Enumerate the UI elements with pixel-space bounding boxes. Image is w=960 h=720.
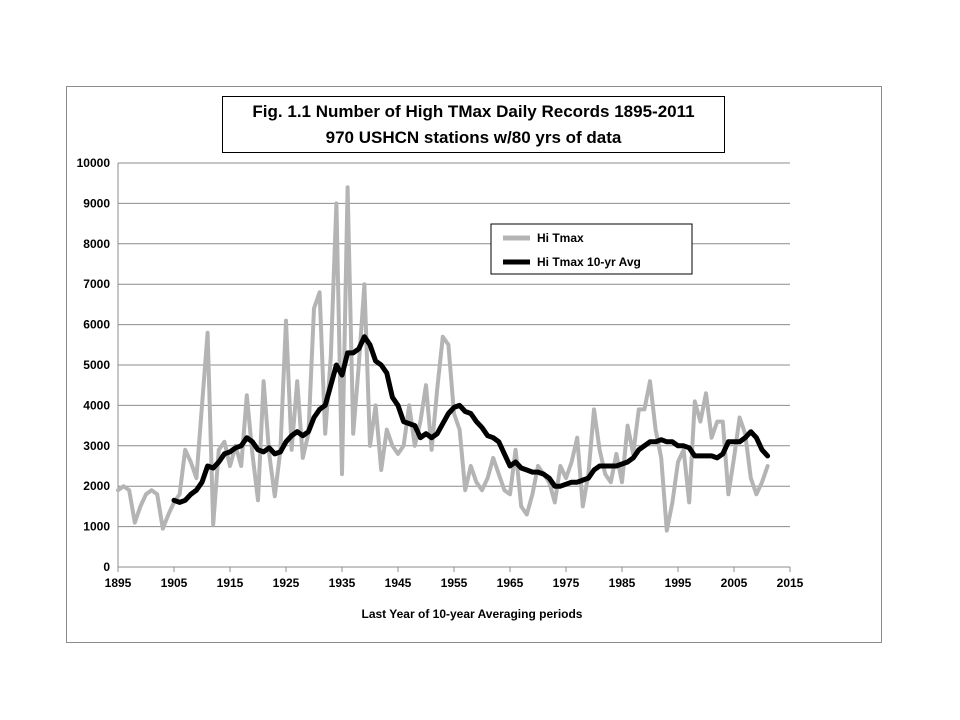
- series-line-hi-tmax: [116, 185, 770, 533]
- legend-label-hi-tmax-10-yr-avg: Hi Tmax 10-yr Avg: [537, 255, 641, 269]
- chart-title-box: Fig. 1.1 Number of High TMax Daily Recor…: [222, 96, 725, 153]
- x-tick-label-1925: 1925: [273, 576, 300, 590]
- x-tick-label-1985: 1985: [609, 576, 636, 590]
- legend-label-hi-tmax: Hi Tmax: [537, 231, 584, 245]
- legend: Hi Tmax Hi Tmax 10-yr Avg: [490, 223, 693, 275]
- chart-subtitle: 970 USHCN stations w/80 yrs of data: [325, 128, 622, 147]
- y-tick-label-8000: 8000: [83, 237, 110, 251]
- y-tick-label-4000: 4000: [83, 398, 110, 412]
- x-tick-label-1895: 1895: [105, 576, 132, 590]
- x-tick-label-2015: 2015: [777, 576, 804, 590]
- x-tick-label-1905: 1905: [161, 576, 188, 590]
- x-tick-label-1995: 1995: [665, 576, 692, 590]
- chart-title: Fig. 1.1 Number of High TMax Daily Recor…: [252, 102, 695, 121]
- y-tick-label-10000: 10000: [77, 156, 111, 170]
- y-tick-label-7000: 7000: [83, 277, 110, 291]
- x-tick-label-1975: 1975: [553, 576, 580, 590]
- x-tick-label-1945: 1945: [385, 576, 412, 590]
- x-tick-label-1955: 1955: [441, 576, 468, 590]
- y-tick-label-5000: 5000: [83, 358, 110, 372]
- x-axis-title: Last Year of 10-year Averaging periods: [362, 607, 583, 621]
- y-tick-label-0: 0: [103, 560, 110, 574]
- y-tick-label-6000: 6000: [83, 318, 110, 332]
- x-tick-label-1965: 1965: [497, 576, 524, 590]
- y-tick-label-9000: 9000: [83, 196, 110, 210]
- x-tick-label-1935: 1935: [329, 576, 356, 590]
- y-tick-label-2000: 2000: [83, 479, 110, 493]
- gridlines: [118, 162, 790, 528]
- y-tick-label-3000: 3000: [83, 439, 110, 453]
- y-tick-label-1000: 1000: [83, 520, 110, 534]
- series-line-hi-tmax-10-yr-avg: [171, 334, 771, 505]
- x-axis-ticks: 1895 1905 1915 1925 1935 1945 1955 1965 1975 1985…: [105, 567, 804, 590]
- x-tick-label-2005: 2005: [721, 576, 748, 590]
- legend-box: [490, 223, 693, 275]
- series-layer: [116, 185, 771, 533]
- x-tick-label-1915: 1915: [217, 576, 244, 590]
- y-axis-ticks: 0 1000 2000 3000 4000 5000 6000 7000 8000 9000 100…: [77, 156, 111, 574]
